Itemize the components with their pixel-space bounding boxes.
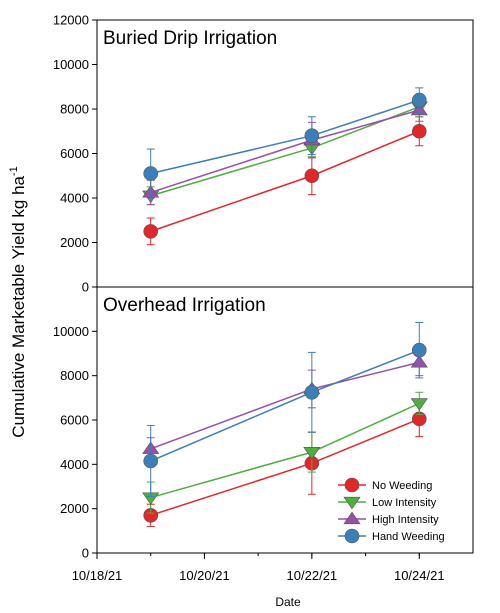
- series-low-intensity: [142, 391, 428, 514]
- y-tick-label: 12000: [53, 13, 89, 28]
- legend-item: High Intensity: [338, 511, 439, 526]
- panel-title: Buried Drip Irrigation: [103, 28, 277, 49]
- series-line: [150, 349, 420, 462]
- y-axis-label-superscript: -1: [8, 166, 20, 176]
- y-axis-label-main: Cumulative Marketable Yield kg ha: [9, 175, 28, 437]
- panel-buried-drip: 0 2000 4000 6000 8000 10000 12000 Buried Drip I…: [53, 13, 474, 295]
- x-axis-label: Date: [275, 595, 301, 609]
- data-point: [304, 128, 320, 143]
- series-line: [150, 106, 420, 197]
- series-line: [150, 99, 420, 175]
- data-point: [143, 224, 159, 239]
- data-point: [410, 398, 428, 411]
- legend-marker: [344, 477, 360, 493]
- y-tick-label: 4000: [60, 457, 89, 472]
- data-point: [303, 447, 321, 460]
- data-point: [411, 92, 427, 108]
- legend-label: No Weeding: [372, 480, 432, 492]
- x-axis: 10/18/21 10/20/21 10/22/21 10/24/21: [72, 553, 445, 583]
- data-point: [411, 342, 427, 358]
- legend-label: High Intensity: [372, 514, 439, 526]
- y-tick-label: 6000: [60, 146, 89, 161]
- legend-item: Hand Weeding: [338, 528, 445, 544]
- legend-label: Low Intensity: [372, 497, 437, 509]
- series-low-intensity: [142, 96, 428, 206]
- y-tick-label: 6000: [60, 413, 89, 428]
- series-line: [150, 130, 420, 233]
- y-tick-label: 2000: [60, 501, 89, 516]
- legend-marker: [344, 528, 360, 544]
- data-point: [143, 453, 159, 469]
- series-hand-weeding: [143, 87, 427, 199]
- data-point: [143, 166, 159, 181]
- x-tick-label: 10/20/21: [179, 568, 230, 583]
- legend-marker: [343, 496, 361, 510]
- x-tick-label: 10/18/21: [72, 568, 123, 583]
- legend-item: Low Intensity: [338, 496, 437, 510]
- y-tick-label: 10000: [53, 57, 89, 72]
- y-tick-label: 0: [82, 280, 89, 295]
- panel-overhead: 0 2000 4000 6000 8000 10000 Overhead Irrigatio…: [53, 286, 474, 561]
- y-axis-label: Cumulative Marketable Yield kg ha-1: [8, 166, 28, 438]
- series-high-intensity: [142, 98, 428, 206]
- y-tick-label: 8000: [60, 368, 89, 383]
- legend: No Weeding Low Intensity High Intensity Han…: [338, 477, 445, 544]
- series-hand-weeding: [143, 321, 427, 497]
- y-tick-label: 4000: [60, 191, 89, 206]
- y-tick-label: 8000: [60, 102, 89, 117]
- data-point: [304, 384, 320, 400]
- panel-title: Overhead Irrigation: [103, 295, 266, 316]
- plot-frame: [96, 19, 474, 288]
- x-tick-label: 10/24/21: [394, 568, 445, 583]
- y-tick-label: 0: [82, 546, 89, 561]
- data-point: [411, 123, 427, 139]
- y-tick-label: 10000: [53, 324, 89, 339]
- data-point: [304, 168, 320, 184]
- y-tick-label: 2000: [60, 235, 89, 250]
- legend-item: No Weeding: [338, 477, 432, 493]
- legend-label: Hand Weeding: [372, 531, 445, 543]
- legend-marker: [343, 511, 361, 525]
- x-tick-label: 10/22/21: [287, 568, 338, 583]
